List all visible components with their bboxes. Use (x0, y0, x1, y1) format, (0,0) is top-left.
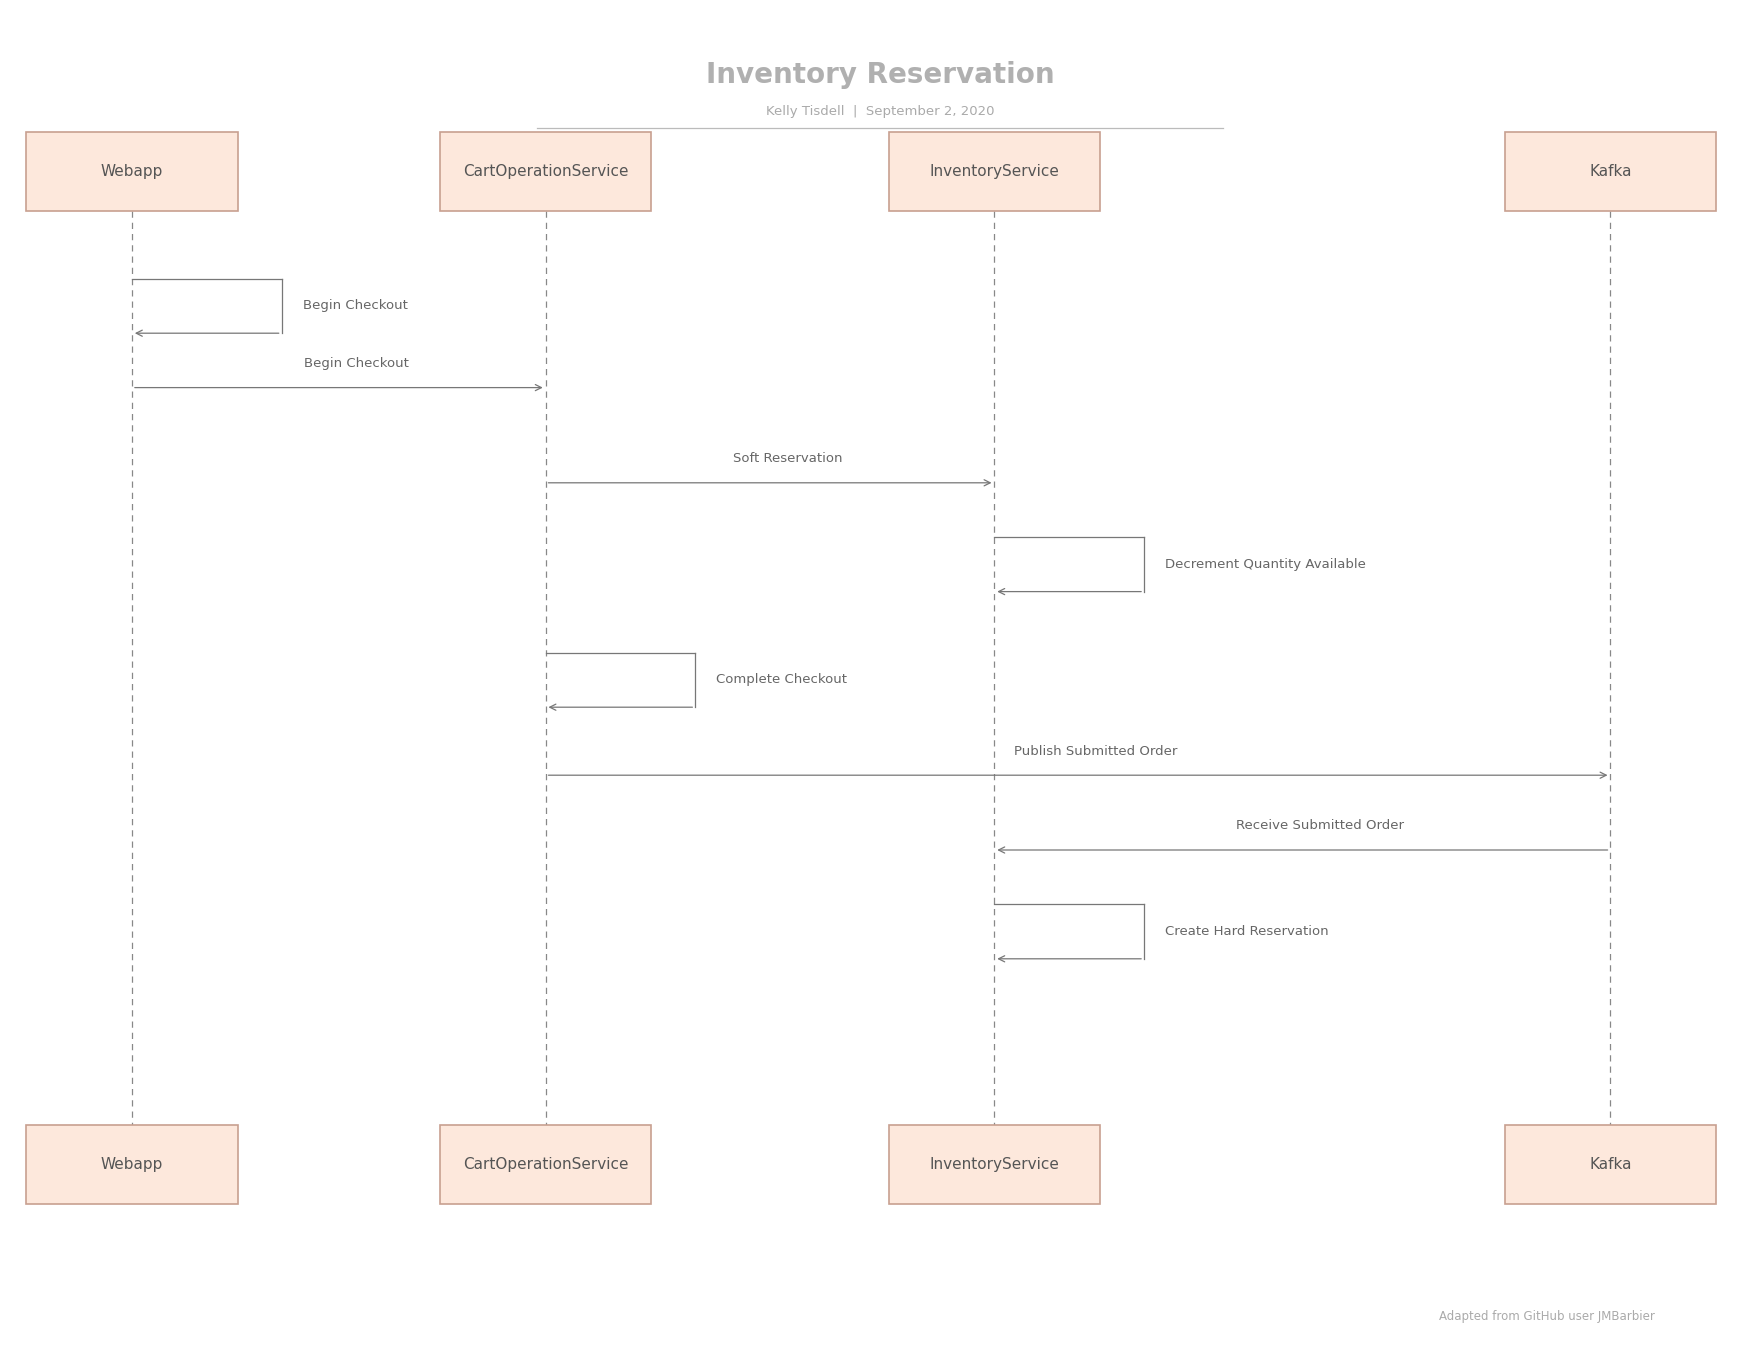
Text: Kafka: Kafka (1589, 1156, 1632, 1172)
Text: Adapted from GitHub user JMBarbier: Adapted from GitHub user JMBarbier (1438, 1310, 1654, 1323)
Bar (26, 132, 238, 211)
Text: Kafka: Kafka (1589, 163, 1632, 180)
Text: Begin Checkout: Begin Checkout (303, 299, 408, 313)
Bar (440, 1125, 651, 1204)
Text: Kelly Tisdell  |  September 2, 2020: Kelly Tisdell | September 2, 2020 (766, 105, 994, 118)
Bar (889, 132, 1100, 211)
Text: CartOperationService: CartOperationService (463, 163, 628, 180)
Text: Complete Checkout: Complete Checkout (716, 673, 847, 687)
Bar (440, 132, 651, 211)
Bar (1505, 1125, 1716, 1204)
Text: Publish Submitted Order: Publish Submitted Order (1014, 744, 1177, 758)
Text: Decrement Quantity Available: Decrement Quantity Available (1165, 558, 1366, 571)
Text: InventoryService: InventoryService (929, 163, 1060, 180)
Text: Webapp: Webapp (100, 163, 164, 180)
Text: Soft Reservation: Soft Reservation (732, 452, 843, 465)
Text: Receive Submitted Order: Receive Submitted Order (1236, 819, 1404, 832)
Text: CartOperationService: CartOperationService (463, 1156, 628, 1172)
Bar (26, 1125, 238, 1204)
Text: Begin Checkout: Begin Checkout (304, 356, 408, 370)
Text: Webapp: Webapp (100, 1156, 164, 1172)
Text: Inventory Reservation: Inventory Reservation (706, 61, 1054, 88)
Text: Create Hard Reservation: Create Hard Reservation (1165, 925, 1329, 938)
Bar (1505, 132, 1716, 211)
Bar (889, 1125, 1100, 1204)
Text: InventoryService: InventoryService (929, 1156, 1060, 1172)
